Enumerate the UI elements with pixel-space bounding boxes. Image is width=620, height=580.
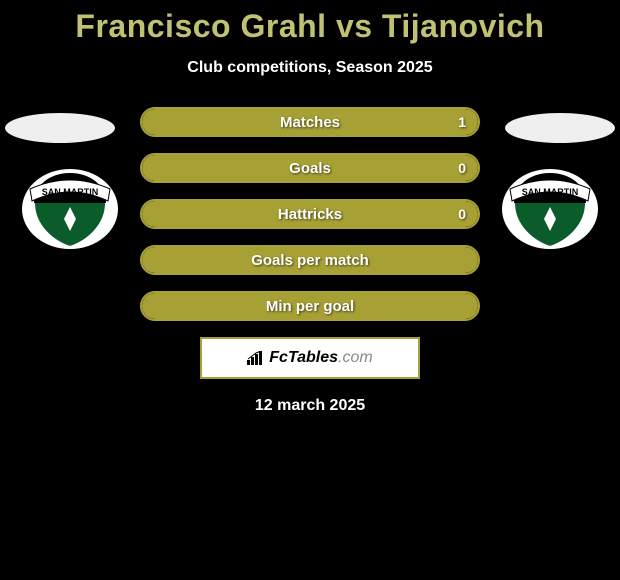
stat-bar: Min per goal <box>140 291 480 321</box>
stat-label: Min per goal <box>266 298 354 315</box>
stat-bars: Matches 1 Goals 0 Hattricks 0 Goals per match M… <box>140 107 480 321</box>
stat-value-right: 1 <box>458 114 466 130</box>
player-right-avatar-placeholder <box>505 113 615 143</box>
subtitle: Club competitions, Season 2025 <box>0 59 620 77</box>
stat-bar: Goals per match <box>140 245 480 275</box>
stat-label: Goals per match <box>251 252 369 269</box>
club-badge-right: SAN MARTIN <box>500 167 600 251</box>
stat-value-right: 0 <box>458 160 466 176</box>
footer-brand-text: FcTables.com <box>269 349 372 367</box>
stat-bar: Hattricks 0 <box>140 199 480 229</box>
footer-logo: FcTables.com <box>247 349 372 367</box>
player-left-avatar-placeholder <box>5 113 115 143</box>
comparison-panel: SAN MARTIN SAN MARTIN Matches1Goals0Hatt… <box>0 107 620 415</box>
stat-value-right: 0 <box>458 206 466 222</box>
stat-label: Goals <box>289 160 331 177</box>
bar-chart-icon <box>247 351 265 365</box>
page-title: Francisco Grahl vs Tijanovich <box>0 0 620 45</box>
stat-bar: Goals 0 <box>140 153 480 183</box>
stat-label: Matches <box>280 114 340 131</box>
club-badge-left: SAN MARTIN <box>20 167 120 251</box>
stat-label: Hattricks <box>278 206 342 223</box>
svg-text:SAN MARTIN: SAN MARTIN <box>522 187 579 197</box>
svg-text:SAN MARTIN: SAN MARTIN <box>42 187 99 197</box>
date-text: 12 march 2025 <box>0 397 620 415</box>
footer-brand-box: FcTables.com <box>200 337 420 379</box>
stat-bar: Matches 1 <box>140 107 480 137</box>
